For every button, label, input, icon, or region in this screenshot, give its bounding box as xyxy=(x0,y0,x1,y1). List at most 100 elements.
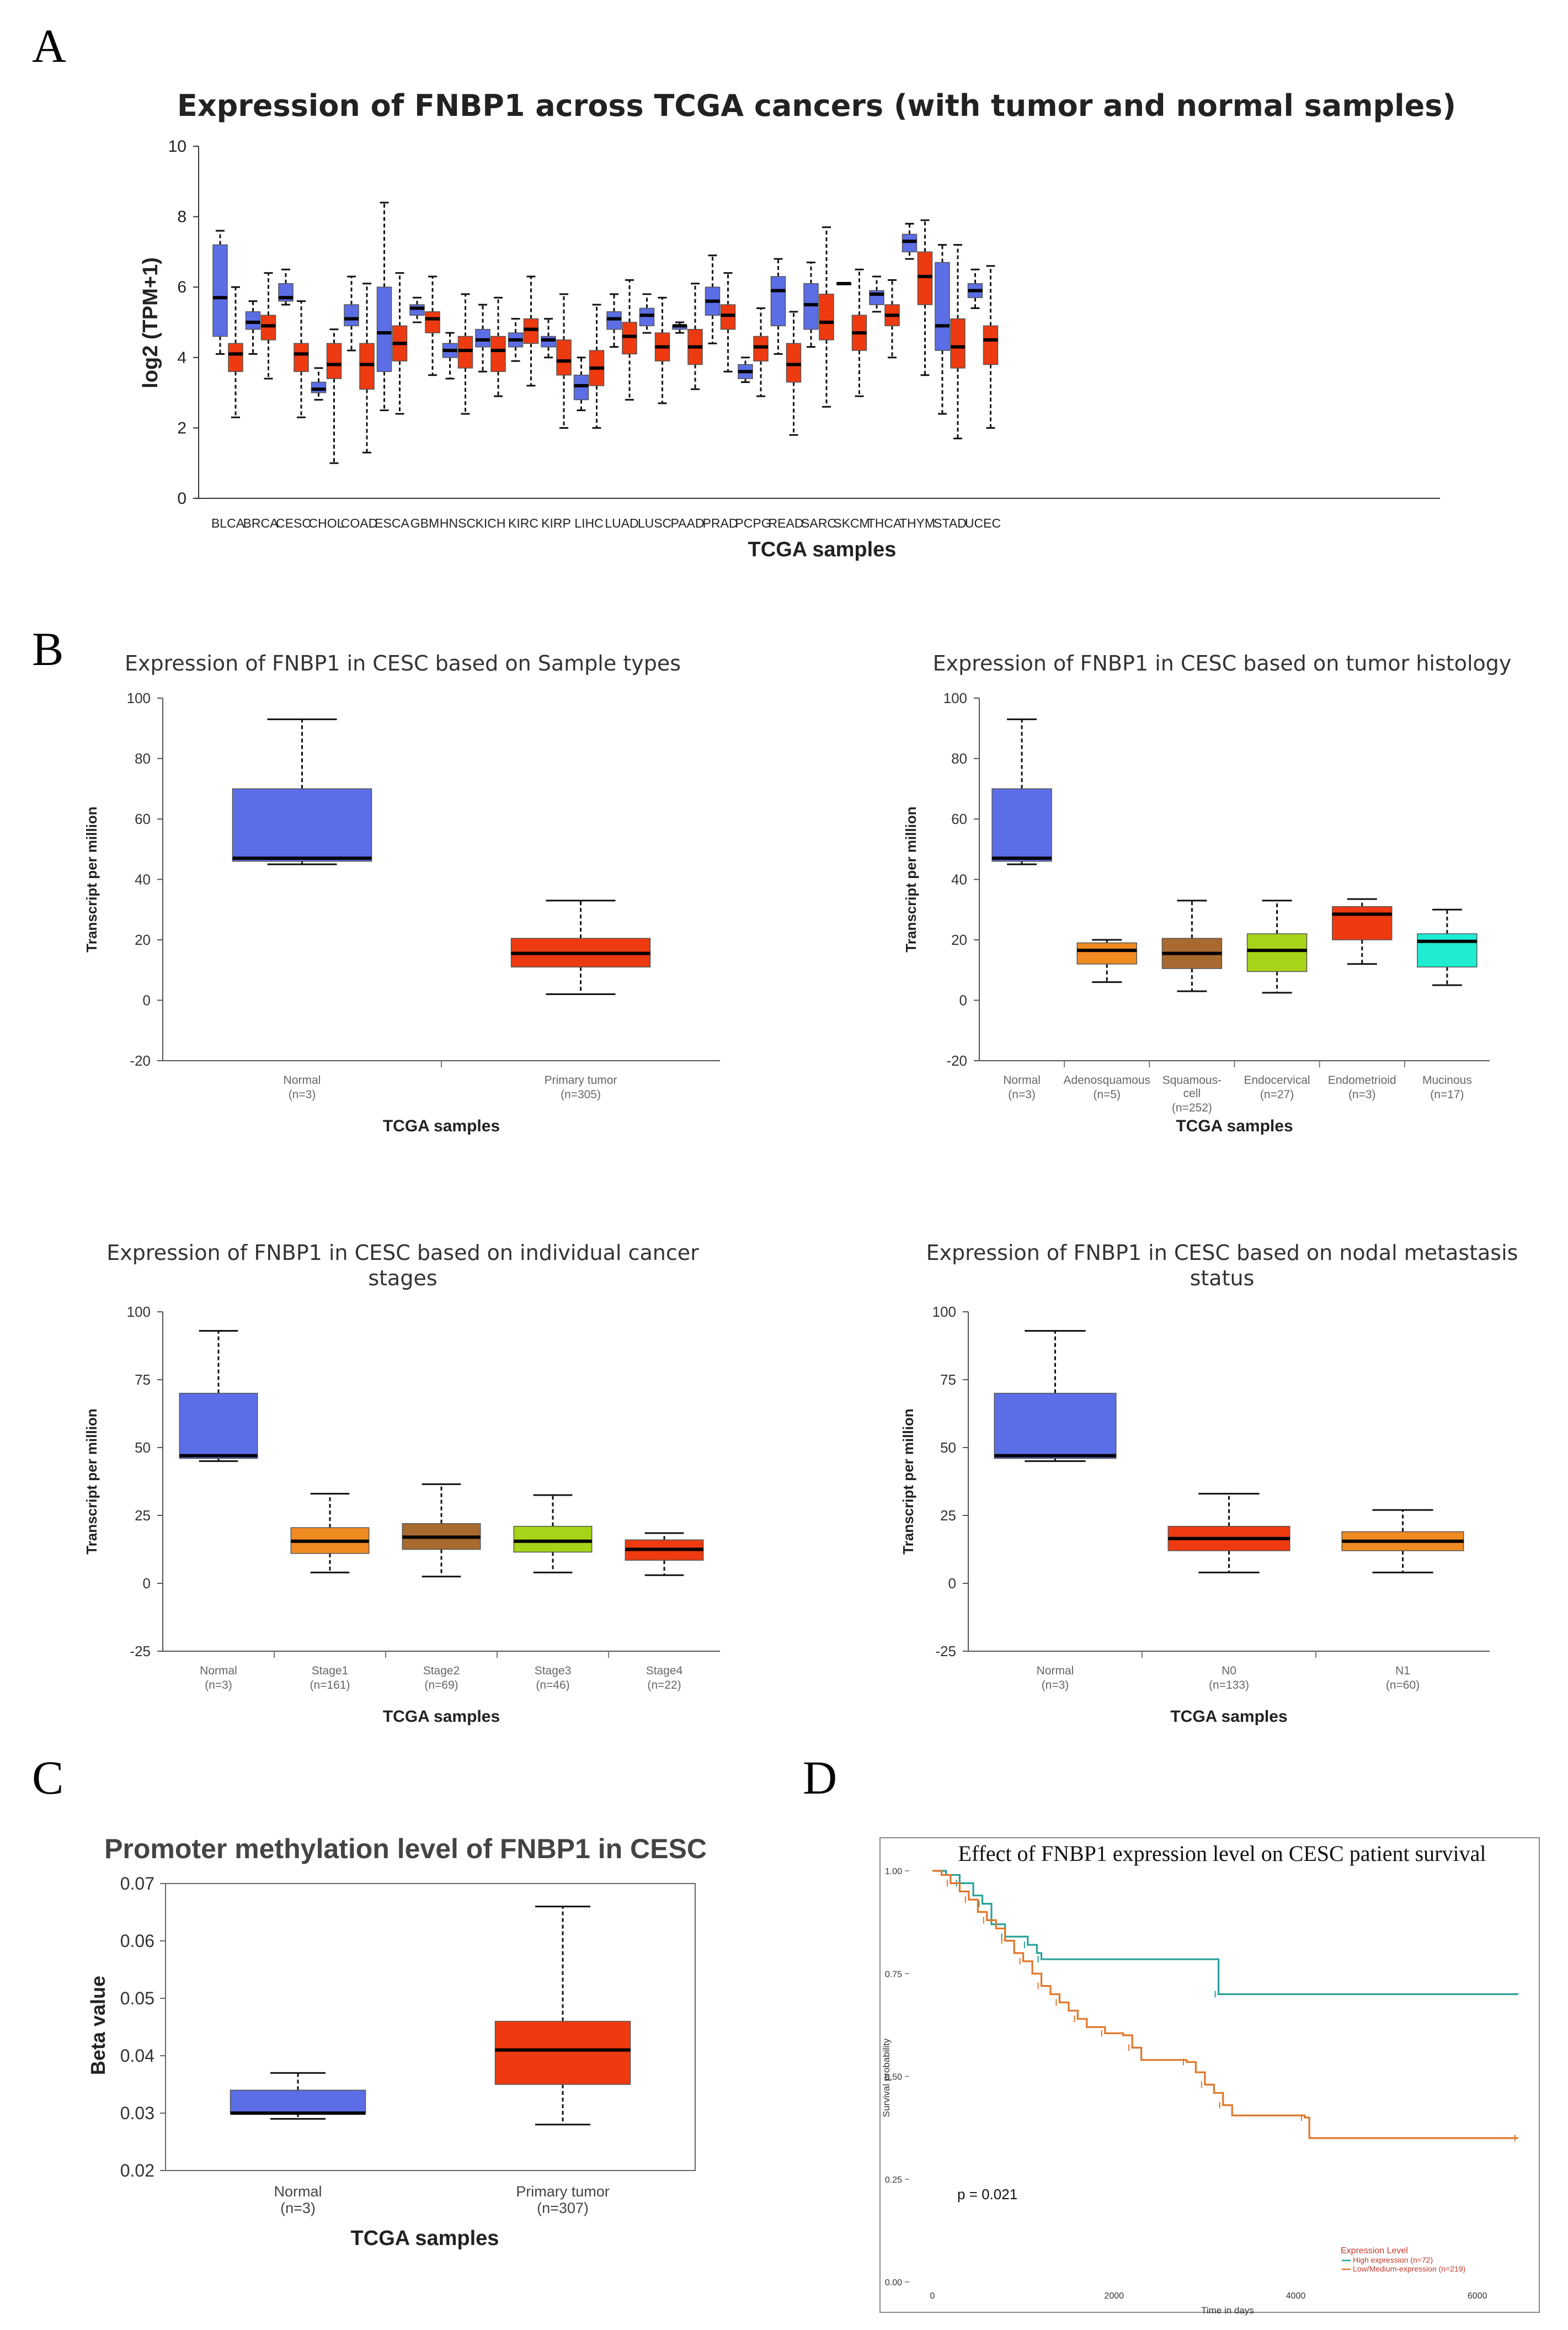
x-tick-count: (n=161) xyxy=(310,1679,350,1691)
y-axis-label: Transcript per million xyxy=(83,806,100,952)
x-tick-count: (n=17) xyxy=(1430,1088,1464,1101)
box-normal xyxy=(508,318,524,362)
box-tumor xyxy=(490,296,506,397)
x-tick-count: (n=3) xyxy=(1008,1088,1036,1101)
x-tick-count: (n=3) xyxy=(280,2200,316,2216)
x-tick-label: LUAD xyxy=(605,516,638,530)
box-body xyxy=(294,343,309,373)
box-body xyxy=(819,294,834,341)
x-axis-label: TCGA samples xyxy=(748,538,897,561)
y-tick-label: 0.25 xyxy=(885,2175,902,2185)
y-axis-label: Transcript per million xyxy=(903,806,919,952)
box-body xyxy=(344,304,359,327)
survival-curve-high xyxy=(932,1870,1518,1996)
box-body xyxy=(409,304,425,316)
x-tick-label: Endocervical xyxy=(1244,1074,1310,1087)
y-tick-label: 8 xyxy=(177,208,186,226)
box-body xyxy=(523,318,539,344)
box-n1 xyxy=(1341,1509,1464,1573)
box-body xyxy=(786,343,802,383)
plot-frame xyxy=(165,1883,696,2171)
y-tick-label: 0.03 xyxy=(120,2103,154,2123)
chart-b-sample-types: Expression of FNBP1 in CESC based on Sam… xyxy=(83,651,720,1135)
x-tick-count: (n=305) xyxy=(561,1088,601,1101)
x-tick-label: Endometrioid xyxy=(1328,1074,1396,1087)
legend-item: Low/Medium-expression (n=219) xyxy=(1353,2264,1465,2273)
y-tick-label: -25 xyxy=(935,1643,956,1659)
y-axis-label: log2 (TPM+1) xyxy=(139,257,162,389)
x-tick-label: N0 xyxy=(1222,1664,1236,1677)
box-body xyxy=(1076,942,1137,965)
x-tick-label: CHOL xyxy=(309,516,344,530)
x-tick-label: UCEC xyxy=(965,516,1001,530)
x-tick-count: (n=3) xyxy=(205,1679,232,1691)
y-tick-label: 0.06 xyxy=(120,1931,154,1951)
y-axis-label: Transcript per million xyxy=(83,1408,100,1554)
x-tick-label: SARC xyxy=(801,516,836,530)
box-body xyxy=(1246,933,1308,972)
x-tick-label: KICH xyxy=(476,516,506,530)
chart-title: Effect of FNBP1 expression level on CESC… xyxy=(958,1841,1486,1866)
panel-frame xyxy=(879,1837,1540,2313)
y-tick-label: 0.07 xyxy=(120,1874,154,1893)
box-normal xyxy=(376,201,392,411)
x-tick-label: KIRC xyxy=(508,516,538,530)
box-body xyxy=(994,1392,1117,1459)
chart-title: Expression of FNBP1 in CESC based on tum… xyxy=(933,651,1512,675)
x-tick-label: HNSC xyxy=(440,516,476,530)
box-tumor xyxy=(983,265,999,429)
box-body xyxy=(475,329,490,348)
y-axis-label: Beta value xyxy=(87,1976,109,2075)
chart-title: Promoter methylation level of FNBP1 in C… xyxy=(104,1833,707,1864)
box-tumor xyxy=(720,272,736,373)
box-body xyxy=(212,244,228,337)
x-tick-label: Stage4 xyxy=(646,1664,683,1677)
x-tick-label: 6000 xyxy=(1468,2291,1487,2301)
box-normal xyxy=(541,318,556,359)
x-tick-label: Mucinous xyxy=(1422,1074,1472,1087)
box-body xyxy=(494,2020,631,2085)
y-tick-label: 10 xyxy=(168,137,186,156)
box-normal xyxy=(230,2072,366,2120)
y-tick-label: 1.00 xyxy=(885,1867,902,1876)
y-tick-label: 80 xyxy=(951,751,967,767)
y-tick-label: 0.05 xyxy=(120,1988,154,2008)
x-tick-label: Normal xyxy=(200,1664,237,1677)
legend-item: High expression (n=72) xyxy=(1353,2255,1433,2264)
box-tumor xyxy=(326,328,342,464)
box-tumor xyxy=(523,275,539,387)
box-normal xyxy=(705,254,721,344)
x-tick-label: Normal xyxy=(274,2183,322,2200)
y-tick-label: 80 xyxy=(135,751,151,767)
box-normal xyxy=(967,268,983,309)
box-body xyxy=(230,2089,366,2114)
y-tick-label: 60 xyxy=(135,811,151,827)
box-normal xyxy=(606,293,622,348)
x-tick-label: READ xyxy=(769,516,804,530)
chart-c-promoter-methylation: Promoter methylation level of FNBP1 in C… xyxy=(87,1833,707,2250)
y-axis-label: Transcript per million xyxy=(900,1408,916,1554)
box-stage1 xyxy=(290,1493,370,1573)
y-tick-label: 0 xyxy=(143,992,151,1009)
panel-letter-c: C xyxy=(32,1751,63,1804)
chart-title: stages xyxy=(368,1266,437,1290)
box-tumor xyxy=(819,226,834,408)
p-value: p = 0.021 xyxy=(957,2186,1017,2203)
x-tick-label: Primary tumor xyxy=(545,1074,617,1087)
y-tick-label: 60 xyxy=(951,811,967,827)
box-normal xyxy=(232,718,372,865)
x-tick-count: (n=307) xyxy=(537,2200,589,2216)
y-tick-label: 40 xyxy=(951,871,967,888)
x-tick-count: (n=22) xyxy=(647,1679,681,1691)
x-tick-label: CESC xyxy=(276,516,311,530)
box-tumor xyxy=(786,311,802,436)
box-normal xyxy=(836,281,852,285)
box-tumor xyxy=(917,219,933,376)
y-tick-label: 0 xyxy=(948,1575,956,1592)
box-n0 xyxy=(1167,1493,1290,1573)
y-axis-label: Survival probability xyxy=(881,2038,892,2117)
box-normal xyxy=(573,357,589,411)
chart-a-pan-cancer: Expression of FNBP1 across TCGA cancers … xyxy=(139,88,1456,561)
box-primarytumor xyxy=(510,900,651,996)
box-normal xyxy=(179,1329,258,1462)
